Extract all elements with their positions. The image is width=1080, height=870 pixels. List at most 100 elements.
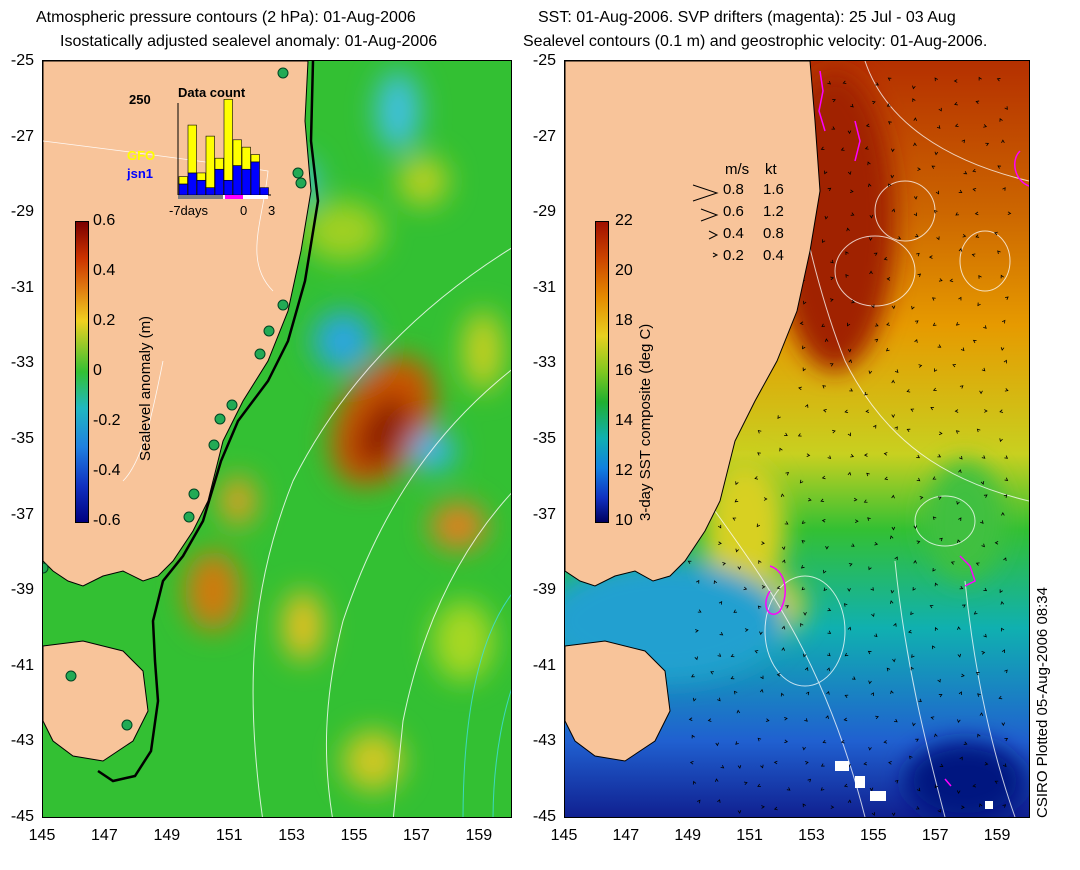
inset-bar-gfo [205,135,215,188]
y-tick-label: -43 [10,732,34,750]
y-tick-label: -37 [10,505,34,523]
inset-bars [178,99,269,196]
inset-bar-gfo [196,172,206,181]
x-tick-label: 145 [28,827,56,844]
inset-title: Data count [178,85,246,100]
right-title-line1: SST: 01-Aug-2006. SVP drifters (magenta)… [538,9,956,26]
inset-legend-jsn1: jsn1 [127,166,154,181]
vector-legend-header-ms: m/s [725,161,750,178]
vector-legend-kt: 1.2 [763,203,784,220]
inset-bar-jsn1 [223,179,233,196]
inset-x-mid: 0 [240,203,248,218]
colorbar-tick-label: -0.6 [93,512,121,529]
y-tick-label: -39 [10,581,34,599]
x-tick-label: 159 [465,827,493,844]
inset-bar-gfo [250,154,260,163]
y-tick-label: -41 [532,656,556,674]
sealevel-colorbar-label: Sealevel anomaly (m) [137,315,154,461]
sealevel-colorbar [75,221,89,523]
x-tick-label: 157 [403,827,430,844]
right-title-line2: Sealevel contours (0.1 m) and geostrophi… [523,33,988,50]
inset-bar-jsn1 [250,161,260,196]
vector-legend-ms: 0.6 [723,203,744,220]
y-tick-label: -29 [532,203,556,221]
y-tick-label: -33 [10,354,34,372]
inset-bar-gfo [187,124,197,174]
x-tick-label: 153 [798,827,825,844]
colorbar-tick-label: -0.2 [93,412,121,429]
sealevel-map-graphic [43,61,511,817]
inset-bar-gfo [241,146,251,170]
vector-legend-kt: 0.8 [763,225,784,242]
y-tick-label: -33 [532,354,556,372]
inset-x-left: -7days [169,203,209,218]
vector-legend-ms: 0.4 [723,225,744,242]
vector-legend-ms: 0.2 [723,247,744,264]
x-tick-label: 157 [921,827,949,844]
y-tick-label: -27 [10,127,34,145]
vector-legend-header-kt: kt [765,161,777,178]
colorbar-tick-label: 0.4 [93,262,116,279]
x-tick-label: 149 [674,827,702,844]
colorbar-tick-label: 0 [93,362,102,379]
inset-ymax: 250 [129,92,151,107]
y-tick-label: -29 [10,203,34,221]
left-title-line1: Atmospheric pressure contours (2 hPa): 0… [36,9,416,26]
y-tick-label: -35 [10,430,34,447]
y-tick-label: -39 [532,581,556,599]
x-tick-label: 147 [91,827,118,844]
vector-legend-kt: 1.6 [763,181,784,198]
inset-bar-jsn1 [187,172,197,196]
inset-bar-jsn1 [241,168,251,196]
colorbar-tick-label: 22 [615,212,633,229]
colorbar-tick-label: 12 [615,462,633,479]
data-count-inset [177,99,271,199]
inset-bar-jsn1 [232,165,242,196]
x-tick-label: 151 [736,827,763,844]
inset-bar-gfo [214,157,224,170]
vector-legend-kt: 0.4 [763,247,784,264]
y-tick-label: -35 [532,430,556,447]
x-tick-label: 155 [859,827,887,844]
colorbar-tick-label: 10 [615,512,633,529]
plot-credit: CSIRO Plotted 05-Aug-2006 08:34 [1034,587,1051,818]
x-tick-label: 155 [340,827,368,844]
x-tick-label: 151 [215,827,243,844]
sealevel-anomaly-map: Data count 250 GFO jsn1 -7days 0 3 Seale… [42,60,512,818]
y-tick-label: -25 [532,52,556,69]
x-tick-label: 159 [983,827,1011,844]
colorbar-tick-label: -0.4 [93,462,121,479]
inset-x-right: 3 [268,203,276,218]
sst-colorbar [595,221,609,523]
y-tick-label: -41 [10,656,34,674]
inset-bar-jsn1 [205,187,215,196]
inset-legend-gfo: GFO [127,148,156,163]
y-tick-label: -45 [10,808,34,825]
x-tick-label: 149 [153,827,181,844]
inset-bar-jsn1 [178,183,188,196]
y-tick-label: -45 [532,808,556,825]
inset-bar-jsn1 [214,168,224,196]
inset-bar-gfo [178,176,188,185]
sst-colorbar-label: 3-day SST composite (deg C) [637,323,654,521]
colorbar-tick-label: 18 [615,312,633,329]
colorbar-tick-label: 0.2 [93,312,116,329]
sst-map: 3-day SST composite (deg C) 22 20 18 16 14 12… [564,60,1030,818]
inset-bar-jsn1 [196,179,206,196]
inset-bar-gfo [232,139,242,166]
y-tick-label: -31 [10,278,34,296]
inset-bar-jsn1 [259,187,269,196]
x-tick-label: 147 [612,827,640,844]
colorbar-tick-label: 20 [615,262,633,279]
x-tick-label: 145 [550,827,578,844]
y-tick-label: -43 [532,732,556,750]
y-tick-label: -25 [10,52,34,69]
y-tick-label: -31 [532,278,556,296]
inset-bar-gfo [223,99,233,181]
sst-map-graphic [565,61,1029,817]
y-tick-label: -37 [532,505,556,523]
x-tick-label: 153 [278,827,305,844]
y-tick-label: -27 [532,127,556,145]
vector-legend-arrows [692,184,719,258]
colorbar-tick-label: 0.6 [93,212,116,229]
